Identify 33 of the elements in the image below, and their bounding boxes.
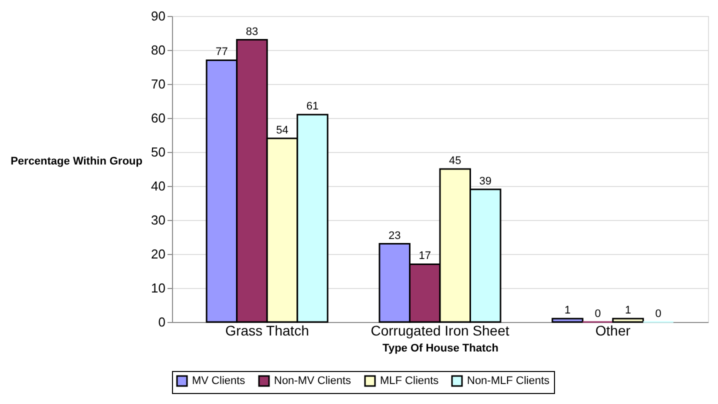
data-label: 77 [216, 46, 228, 58]
data-label: 23 [388, 230, 401, 242]
legend-label: MLF Clients [380, 375, 440, 387]
data-label: 0 [594, 308, 601, 320]
x-tick-label: Other [595, 322, 631, 338]
bar [552, 318, 584, 323]
data-label: 45 [449, 155, 462, 167]
data-label: 0 [655, 308, 662, 320]
y-tick-label: 50 [151, 144, 166, 160]
legend-label: Non-MV Clients [274, 375, 352, 387]
data-label: 1 [624, 304, 632, 317]
y-tick-label: 10 [151, 280, 166, 296]
y-tick-label: 0 [158, 314, 166, 330]
data-label: 54 [276, 124, 288, 136]
bar [612, 318, 644, 323]
y-tick-label: 30 [151, 212, 166, 228]
data-label: 61 [306, 100, 319, 113]
y-tick-label: 60 [151, 110, 166, 126]
y-tick-label: 20 [151, 246, 166, 262]
x-tick-label: Corrugated Iron Sheet [370, 322, 510, 338]
x-axis-title: Type Of House Thatch [382, 342, 499, 354]
y-tick-label: 70 [151, 76, 166, 92]
x-tick-label: Grass Thatch [225, 322, 309, 338]
data-label: 83 [246, 26, 258, 38]
legend-label: MV Clients [192, 375, 246, 387]
y-tick-label: 80 [151, 42, 166, 58]
data-label: 39 [479, 175, 492, 188]
y-tick-label: 90 [151, 8, 166, 24]
data-label: 1 [564, 304, 571, 317]
y-tick-label: 40 [151, 178, 166, 194]
legend-label: Non-MLF Clients [467, 375, 550, 387]
y-axis-title: Percentage Within Group [10, 156, 143, 168]
data-label: 17 [418, 250, 431, 262]
